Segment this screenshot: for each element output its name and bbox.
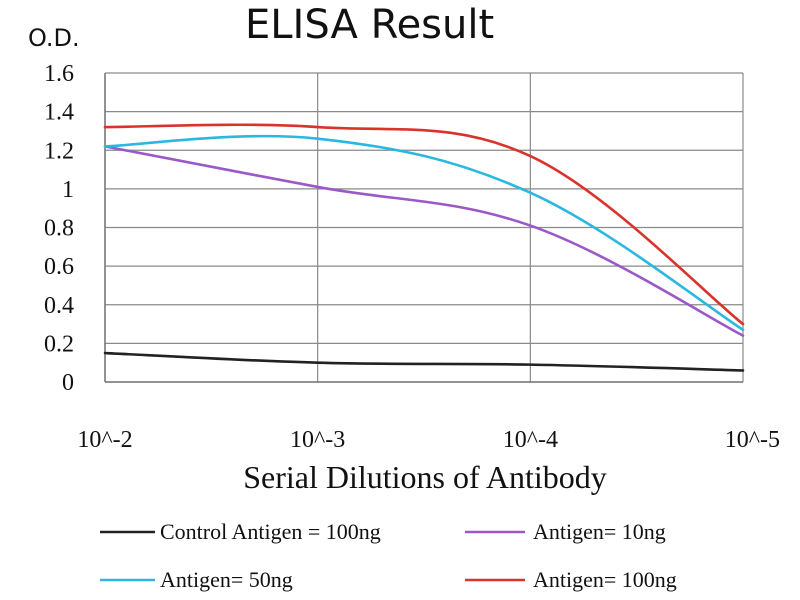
legend-entry: Antigen= 10ng (465, 519, 666, 544)
y-tick-label: 0 (62, 370, 74, 396)
legend-entry: Antigen= 100ng (465, 567, 677, 592)
x-tick-labels: 10^-2 10^-3 10^-4 10^-5 (77, 427, 780, 453)
x-tick-label: 10^-4 (503, 427, 558, 453)
series-line-0 (103, 351, 745, 372)
chart-title: ELISA Result (245, 2, 494, 48)
y-tick-labels: 0 0.2 0.4 0.6 0.8 1 1.2 1.4 1.6 (44, 61, 74, 396)
y-tick-label: 0.4 (44, 293, 74, 319)
series-line-3 (103, 123, 745, 326)
y-tick-label: 1.2 (44, 138, 74, 164)
y-tick-label: 0.2 (44, 331, 74, 357)
x-tick-label: 10^-3 (290, 427, 345, 453)
legend-label: Antigen= 50ng (160, 567, 293, 592)
grid (104, 72, 744, 383)
y-tick-label: 1 (62, 177, 74, 203)
legend-label: Antigen= 10ng (533, 519, 666, 544)
series-line-1 (103, 145, 745, 337)
y-axis-label: O.D. (28, 24, 80, 52)
legend-entry: Control Antigen = 100ng (100, 519, 381, 544)
y-tick-label: 0.6 (44, 254, 74, 280)
y-tick-label: 0.8 (44, 216, 74, 242)
x-tick-label: 10^-5 (725, 427, 780, 453)
series-lines (103, 123, 745, 372)
legend-entry: Antigen= 50ng (100, 567, 293, 592)
series-line-2 (103, 134, 745, 332)
x-axis-label: Serial Dilutions of Antibody (243, 459, 607, 495)
axes (104, 73, 743, 383)
x-tick-label: 10^-2 (77, 427, 132, 453)
legend-label: Control Antigen = 100ng (160, 519, 381, 544)
legend-label: Antigen= 100ng (533, 567, 677, 592)
y-tick-label: 1.6 (44, 61, 74, 87)
y-tick-label: 1.4 (44, 100, 74, 126)
legend: Control Antigen = 100ng Antigen= 10ng Anti… (100, 519, 677, 592)
